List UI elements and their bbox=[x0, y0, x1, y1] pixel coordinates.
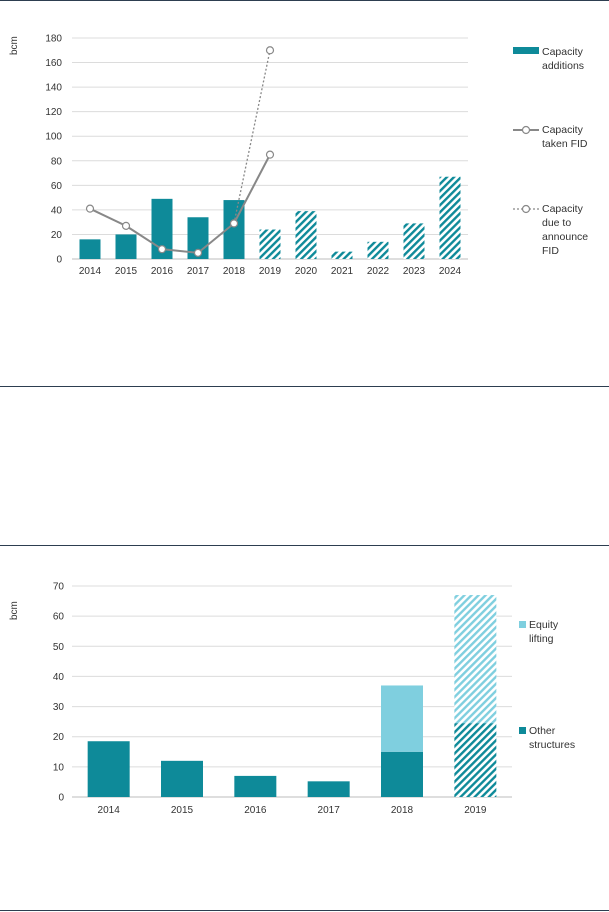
bar-other-structures bbox=[161, 760, 203, 797]
x-tick-label: 2017 bbox=[318, 805, 341, 816]
bar-capacity-additions bbox=[331, 251, 353, 259]
y-tick-label: 30 bbox=[53, 702, 65, 713]
legend-label-line: lifting bbox=[529, 633, 554, 645]
legend-label-line: Other bbox=[529, 725, 556, 737]
legend: Capacity additions Capacity taken FID Ca… bbox=[513, 46, 588, 257]
bar-capacity-additions bbox=[79, 239, 101, 259]
y-tick-label: 120 bbox=[45, 107, 62, 118]
bar-capacity-additions bbox=[403, 223, 425, 259]
legend-label-line: additions bbox=[542, 60, 584, 72]
x-tick-label: 2019 bbox=[259, 266, 282, 277]
bar-capacity-additions bbox=[115, 234, 137, 259]
legend-item-capacity-additions: Capacity additions bbox=[513, 46, 584, 72]
x-tick-label: 2023 bbox=[403, 266, 426, 277]
x-tick-label: 2015 bbox=[171, 805, 194, 816]
y-unit-label: bcm bbox=[9, 36, 20, 55]
y-tick-label: 140 bbox=[45, 83, 62, 94]
bar-equity-lifting bbox=[381, 685, 423, 752]
legend-swatch-dark bbox=[519, 727, 526, 734]
legend-item-other-structures: Other structures bbox=[519, 725, 575, 751]
point-capacity-taken-fid bbox=[193, 248, 203, 257]
y-tick-label: 100 bbox=[45, 132, 62, 143]
legend-swatch-marker bbox=[521, 204, 531, 214]
legend-item-capacity-due-fid: Capacity due to announce FID bbox=[513, 203, 588, 257]
point-capacity-taken-fid bbox=[265, 150, 275, 159]
x-tick-label: 2018 bbox=[223, 266, 246, 277]
line-capacity-taken-fid bbox=[89, 154, 271, 254]
y-tick-label: 70 bbox=[53, 582, 65, 593]
legend: Equity lifting Other structures bbox=[519, 619, 575, 751]
bar-equity-lifting bbox=[454, 595, 497, 724]
point-capacity-due-fid bbox=[265, 46, 275, 55]
y-tick-label: 10 bbox=[53, 762, 65, 773]
bar-other-structures bbox=[381, 751, 423, 797]
x-tick-label: 2019 bbox=[464, 805, 487, 816]
y-unit-label: bcm bbox=[9, 601, 20, 620]
bottom-divider bbox=[0, 910, 609, 911]
point-capacity-taken-fid bbox=[85, 204, 95, 213]
x-tick-label: 2021 bbox=[331, 266, 354, 277]
legend-label-line: announce bbox=[542, 231, 588, 243]
x-tick-label: 2015 bbox=[115, 266, 138, 277]
y-tick-label: 50 bbox=[53, 642, 65, 653]
bar-capacity-additions bbox=[151, 198, 173, 259]
bar-other-structures bbox=[307, 781, 350, 797]
legend-label-line: Capacity bbox=[542, 124, 584, 136]
legend-label-line: Capacity bbox=[542, 203, 584, 215]
x-tick-label: 2014 bbox=[79, 266, 102, 277]
x-tick-label: 2018 bbox=[391, 805, 414, 816]
point-capacity-taken-fid bbox=[157, 245, 167, 254]
x-tick-label: 2016 bbox=[151, 266, 174, 277]
x-tick-label: 2016 bbox=[244, 805, 267, 816]
bar-capacity-additions bbox=[367, 241, 389, 259]
legend-label-line: structures bbox=[529, 739, 575, 751]
x-tick-label: 2024 bbox=[439, 266, 462, 277]
section-divider-1 bbox=[0, 386, 609, 387]
y-tick-label: 80 bbox=[51, 156, 63, 167]
bar-other-structures bbox=[87, 741, 130, 797]
point-capacity-due-fid bbox=[229, 219, 239, 228]
x-tick-label: 2020 bbox=[295, 266, 318, 277]
legend-swatch-marker bbox=[521, 125, 531, 135]
bar-capacity-additions bbox=[259, 229, 281, 259]
legend-swatch-light bbox=[519, 621, 526, 628]
legend-swatch-bar bbox=[513, 47, 539, 54]
legend-label-line: due to bbox=[542, 217, 571, 229]
legend-item-equity-lifting: Equity lifting bbox=[519, 619, 559, 645]
y-tick-label: 180 bbox=[45, 34, 62, 45]
bar-capacity-additions bbox=[295, 211, 317, 259]
y-tick-label: 40 bbox=[53, 672, 65, 683]
legend-item-capacity-taken-fid: Capacity taken FID bbox=[513, 124, 588, 150]
legend-label-line: FID bbox=[542, 245, 559, 257]
y-tick-label: 20 bbox=[53, 732, 65, 743]
line-capacity-due-fid bbox=[233, 50, 271, 224]
y-tick-label: 20 bbox=[51, 230, 63, 241]
y-tick-label: 0 bbox=[58, 793, 64, 804]
contract-structure-chart: bcm 0 10 20 30 40 50 60 70 2014 2015 2016 2017 2018… bbox=[9, 582, 575, 817]
legend-label-line: Capacity bbox=[542, 46, 584, 58]
bar-capacity-additions bbox=[439, 176, 461, 259]
y-tick-label: 160 bbox=[45, 58, 62, 69]
legend-label-line: Equity bbox=[529, 619, 559, 631]
top-divider bbox=[0, 0, 609, 1]
y-tick-label: 60 bbox=[51, 181, 63, 192]
x-tick-label: 2014 bbox=[98, 805, 121, 816]
capacity-chart: bcm 0 20 40 60 80 100 120 140 160 180 2014 2015 201… bbox=[9, 34, 588, 278]
y-tick-label: 60 bbox=[53, 612, 65, 623]
section-divider-2 bbox=[0, 545, 609, 546]
y-tick-label: 40 bbox=[51, 205, 63, 216]
x-tick-label: 2022 bbox=[367, 266, 390, 277]
legend-label-line: taken FID bbox=[542, 138, 588, 150]
point-capacity-taken-fid bbox=[121, 221, 131, 230]
x-tick-label: 2017 bbox=[187, 266, 210, 277]
y-tick-label: 0 bbox=[56, 255, 62, 266]
bar-other-structures bbox=[234, 775, 277, 797]
bar-other-structures bbox=[454, 723, 497, 797]
